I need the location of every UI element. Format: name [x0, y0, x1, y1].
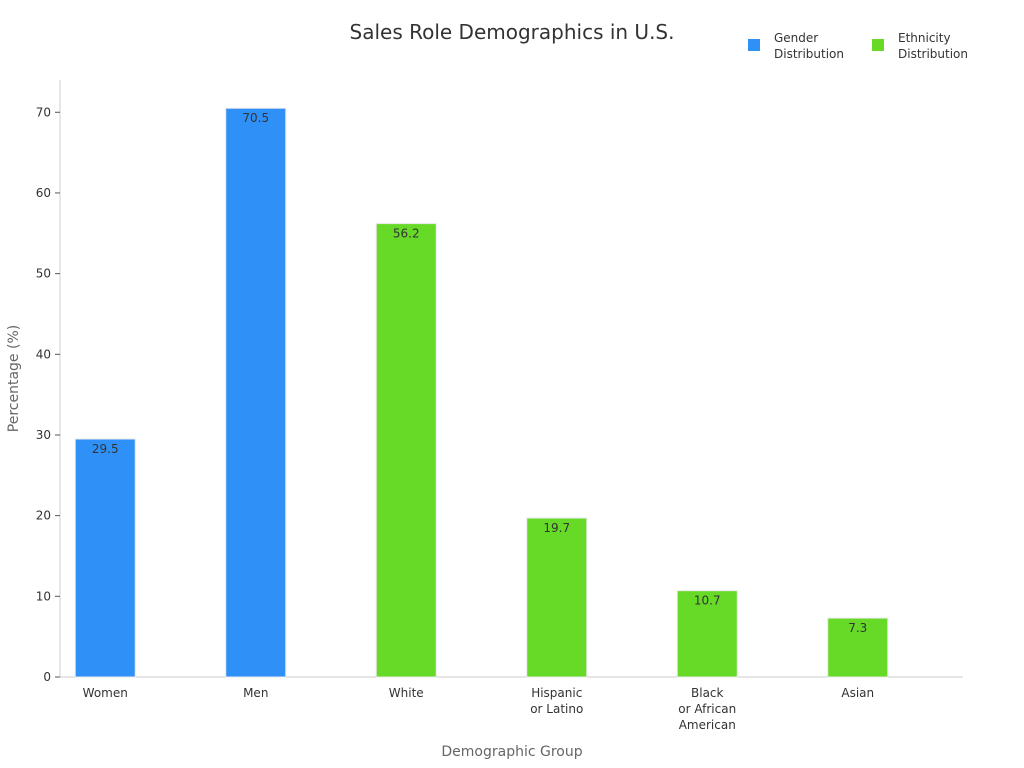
y-tick-label: 10 — [36, 589, 51, 603]
y-tick-label: 40 — [36, 347, 51, 361]
x-tick-label: Hispanic or Latino — [530, 686, 583, 716]
legend-label-gender: Gender Distribution — [774, 31, 845, 61]
y-tick-label: 60 — [36, 186, 51, 200]
x-tick-label: Men — [243, 686, 268, 700]
y-tick-label: 30 — [36, 428, 51, 442]
legend: Gender Distribution Ethnicity Distributi… — [748, 30, 996, 62]
bar — [676, 590, 738, 678]
bar — [827, 617, 889, 678]
y-tick-label: 20 — [36, 509, 51, 523]
legend-label-ethnicity: Ethnicity Distribution — [898, 31, 969, 61]
y-tick-label: 50 — [36, 267, 51, 281]
bar-value-label: 70.5 — [242, 111, 269, 125]
y-tick-label: 0 — [43, 670, 51, 684]
bar-value-label: 29.5 — [92, 442, 119, 456]
bar — [225, 107, 287, 678]
bar-value-label: 19.7 — [543, 521, 570, 535]
x-tick-label: Asian — [841, 686, 874, 700]
legend-item-ethnicity[interactable]: Ethnicity Distribution — [872, 30, 978, 62]
legend-swatch-gender — [748, 39, 760, 51]
x-axis-label: Demographic Group — [441, 744, 582, 760]
bar-value-label: 10.7 — [694, 594, 721, 608]
legend-item-gender[interactable]: Gender Distribution — [748, 30, 854, 62]
x-tick-label: White — [389, 686, 424, 700]
x-tick-label: Black or African American — [678, 686, 736, 732]
y-tick-label: 70 — [36, 105, 51, 119]
chart-title: Sales Role Demographics in U.S. — [349, 20, 675, 44]
legend-swatch-ethnicity — [872, 39, 884, 51]
bar — [526, 517, 588, 678]
bar — [74, 438, 136, 678]
y-axis-label: Percentage (%) — [6, 325, 22, 432]
bar — [375, 223, 437, 678]
bar-value-label: 7.3 — [848, 621, 867, 635]
x-tick-label: Women — [83, 686, 128, 700]
bar-value-label: 56.2 — [393, 227, 420, 241]
